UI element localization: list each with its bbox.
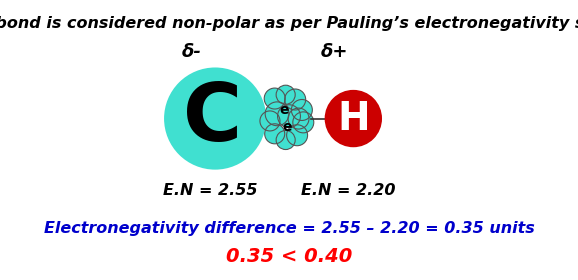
Circle shape <box>264 88 285 109</box>
Circle shape <box>325 91 381 146</box>
Circle shape <box>291 99 312 120</box>
Circle shape <box>265 102 289 126</box>
Text: C-H bond is considered non-polar as per Pauling’s electronegativity scale: C-H bond is considered non-polar as per … <box>0 16 578 31</box>
Circle shape <box>165 69 265 169</box>
Circle shape <box>265 124 285 144</box>
Circle shape <box>293 112 314 133</box>
Text: δ+: δ+ <box>321 43 348 61</box>
Circle shape <box>276 130 295 150</box>
Text: 0.35 < 0.40: 0.35 < 0.40 <box>226 247 352 266</box>
Text: E.N = 2.20: E.N = 2.20 <box>301 183 396 197</box>
Text: e: e <box>283 120 292 134</box>
Circle shape <box>276 85 295 104</box>
Circle shape <box>285 89 306 110</box>
Circle shape <box>260 111 280 131</box>
Circle shape <box>287 125 307 146</box>
Circle shape <box>277 105 301 128</box>
Text: E.N = 2.55: E.N = 2.55 <box>163 183 258 197</box>
Text: Electronegativity difference = 2.55 – 2.20 = 0.35 units: Electronegativity difference = 2.55 – 2.… <box>43 221 535 236</box>
Text: δ-: δ- <box>181 43 201 61</box>
Text: H: H <box>337 100 370 137</box>
Text: e: e <box>280 103 289 117</box>
Circle shape <box>288 108 309 129</box>
Text: C: C <box>183 80 242 158</box>
